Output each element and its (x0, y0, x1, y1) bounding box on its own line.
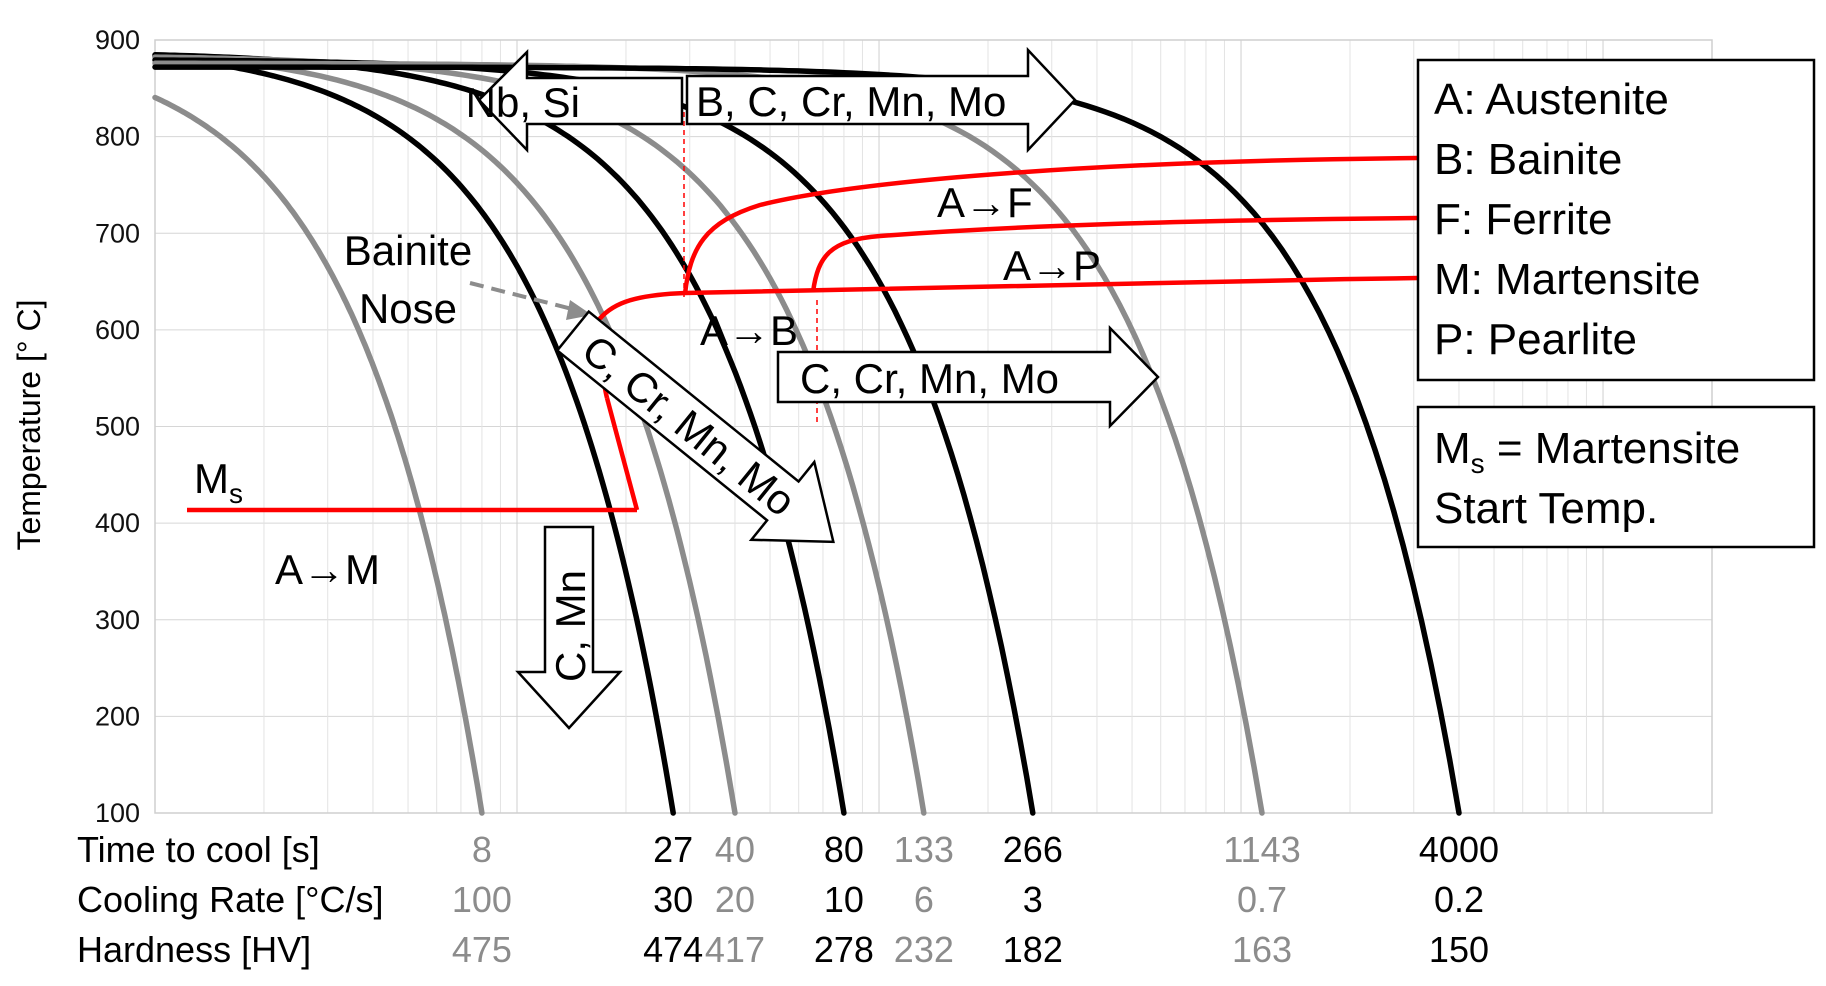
legend-item: F: Ferrite (1434, 195, 1612, 244)
phase-legend: A: Austenite B: Bainite F: Ferrite M: Marte… (1434, 75, 1701, 364)
ms-line-label: Ms (194, 455, 243, 509)
table-cell-hardness: 417 (705, 929, 765, 970)
region-am-label: A→M (275, 546, 380, 593)
arrow-b-c-cr-mn-mo (685, 46, 1077, 154)
region-ab-label: A→B (700, 307, 798, 354)
martensite-link-line (604, 397, 640, 511)
y-tick-label: 100 (95, 798, 140, 828)
pearlite-boundary-line (810, 215, 1419, 293)
arrow-b-c-cr-mn-mo-label: B, C, Cr, Mn, Mo (696, 78, 1006, 125)
y-tick-label: 700 (95, 218, 140, 248)
arrow-c-mn-down (515, 525, 623, 730)
table-cell-time-to-cool: 8 (472, 829, 492, 870)
table-cell-cooling-rate: 6 (914, 879, 934, 920)
table-cell-cooling-rate: 10 (824, 879, 864, 920)
table-cell-cooling-rate: 100 (452, 879, 512, 920)
table-cell-time-to-cool: 80 (824, 829, 864, 870)
table-cell-cooling-rate: 0.2 (1434, 879, 1484, 920)
region-ap-label: A→P (1003, 242, 1101, 289)
y-axis-ticks: 100 200 300 400 500 600 700 800 900 (95, 25, 140, 828)
y-tick-label: 200 (95, 701, 140, 731)
cooling-curve-133s (152, 54, 927, 816)
arrow-nb-si-label: Nb, Si (466, 79, 580, 126)
legend-item: P: Pearlite (1434, 315, 1637, 364)
table-row-hardness-label: Hardness [HV] (77, 929, 311, 970)
table-cell-hardness: 278 (814, 929, 874, 970)
region-af-label: A→F (937, 179, 1033, 226)
table-row-rate-label: Cooling Rate [°C/s] (77, 879, 384, 920)
y-tick-label: 300 (95, 605, 140, 635)
table-cell-cooling-rate: 20 (715, 879, 755, 920)
y-tick-label: 600 (95, 315, 140, 345)
ms-definition-sub: s (1471, 448, 1485, 479)
arrow-c-cr-mn-mo-middle (776, 324, 1160, 430)
ms-definition-rest: = Martensite (1485, 424, 1741, 473)
legend-item: B: Bainite (1434, 135, 1622, 184)
table-cell-time-to-cool: 133 (894, 829, 954, 870)
table-cell-time-to-cool: 266 (1003, 829, 1063, 870)
phase-legend-box (1416, 58, 1816, 382)
table-cell-hardness: 475 (452, 929, 512, 970)
cooling-curve-4000s (152, 64, 1462, 816)
ms-definition-line1: Ms = Martensite (1434, 424, 1740, 479)
table-cell-hardness: 182 (1003, 929, 1063, 970)
table-cell-time-to-cool: 4000 (1419, 829, 1499, 870)
arrow-c-cr-mn-mo-middle-label: C, Cr, Mn, Mo (800, 355, 1059, 402)
ms-definition-main: M (1434, 424, 1471, 473)
table-cell-hardness: 163 (1232, 929, 1292, 970)
table-cell-time-to-cool: 1143 (1223, 829, 1300, 870)
y-tick-label: 900 (95, 25, 140, 55)
ms-definition-line2: Start Temp. (1434, 484, 1658, 533)
table-row-time-label: Time to cool [s] (77, 829, 320, 870)
ms-line-label-sub: s (229, 478, 243, 509)
transformation-lines (187, 155, 1419, 513)
table-cell-hardness: 150 (1429, 929, 1489, 970)
ms-definition-box (1416, 405, 1816, 549)
legend-item: A: Austenite (1434, 75, 1669, 124)
arrow-c-mn-down-label: C, Mn (547, 570, 594, 682)
arrow-c-cr-mn-mo-diagonal (555, 309, 835, 544)
cooling-table: 8 100 475 27 30 474 40 20 417 80 10 278 133 6 232 266 3 1… (452, 829, 1499, 970)
table-cell-cooling-rate: 3 (1023, 879, 1043, 920)
table-cell-hardness: 474 (643, 929, 703, 970)
bainite-nose-label-1: Bainite (344, 227, 472, 274)
y-tick-label: 500 (95, 412, 140, 442)
y-tick-label: 400 (95, 508, 140, 538)
legend-item: M: Martensite (1434, 255, 1701, 304)
cooling-curve-8s (152, 94, 485, 816)
bainite-nose-label-2: Nose (359, 285, 457, 332)
table-cell-time-to-cool: 40 (715, 829, 755, 870)
table-cell-time-to-cool: 27 (653, 829, 693, 870)
bainite-start-line (595, 275, 1419, 324)
ms-line-label-main: M (194, 455, 229, 502)
table-cell-cooling-rate: 0.7 (1237, 879, 1287, 920)
bainite-nose-pointer (469, 281, 581, 313)
y-axis-label: Temperature [° C] (11, 299, 47, 550)
arrow-nb-si (477, 48, 684, 154)
cooling-curve-1143s (152, 60, 1265, 816)
cooling-curves (152, 52, 1462, 816)
table-cell-cooling-rate: 30 (653, 879, 693, 920)
table-cell-hardness: 232 (894, 929, 954, 970)
ferrite-boundary-line (682, 155, 1419, 295)
y-tick-label: 800 (95, 122, 140, 152)
